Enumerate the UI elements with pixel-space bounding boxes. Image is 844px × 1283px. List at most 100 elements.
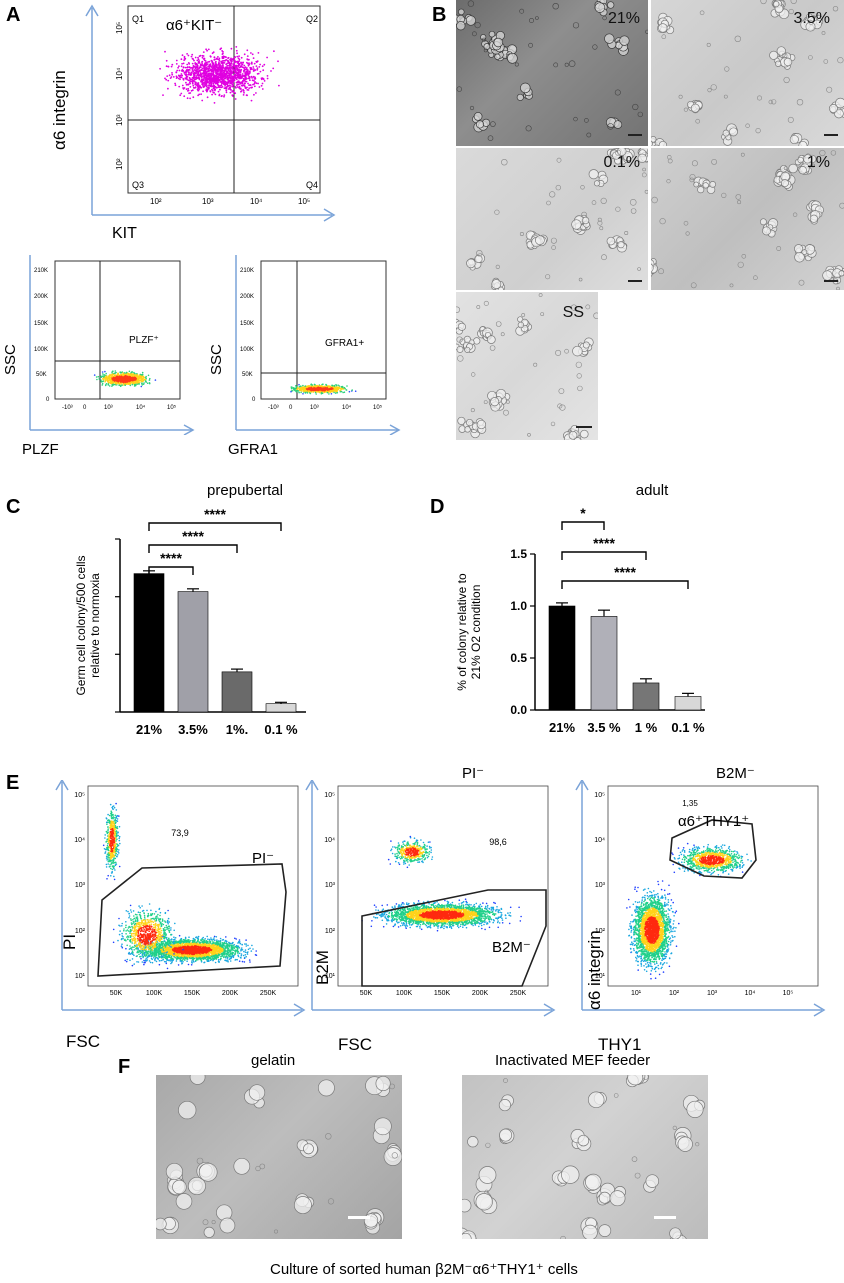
e1-x-arrowhead (293, 1003, 306, 1017)
c-sig-bracket-0 (148, 566, 194, 575)
gfra1-scatter: GFRA1+ 210K 200K 150K 100K 50K 0 -10³ 0 … (235, 255, 401, 435)
e2-frame (337, 785, 549, 987)
e1-frame (87, 785, 299, 987)
e3-x-axis-title: THY1 (598, 1035, 642, 1054)
e3-xtick-0: 10¹ (631, 990, 642, 997)
scale-bar (824, 134, 838, 136)
d-sig-bracket-0 (561, 521, 605, 530)
micrograph-3-5pct: 3.5% (651, 0, 844, 146)
e1-gate-pct: 73,9 (171, 828, 189, 838)
quadrant-q2: Q2 (306, 14, 318, 24)
micrograph-0-1pct: 0.1% (456, 148, 648, 290)
c-category-1: 3.5% (178, 722, 208, 737)
d-category-2: 1 % (635, 720, 658, 735)
e2-x-axis-title: FSC (338, 1035, 372, 1054)
e3-ytick-2: 10³ (595, 882, 606, 889)
a-xtick-0: 10² (150, 197, 162, 206)
e2-ytick-2: 10³ (325, 882, 336, 889)
e2-title: PI⁻ (462, 765, 485, 782)
a-ytick-3: 10⁵ (115, 22, 124, 34)
scale-bar (628, 280, 642, 282)
gfra1-ytick-1: 200K (240, 294, 254, 300)
c-ylabel-line-1: relative to normoxia (88, 573, 102, 678)
e2-ytick-0: 10⁵ (324, 792, 335, 799)
a-ytick-1: 10³ (115, 114, 124, 126)
alpha6-thy1-scatter: 10⁵ 10⁴ 10³ 10² 10¹ 10¹ 10² 10³ 10⁴ 10⁵ 1,35 α6⁺THY… (575, 780, 826, 1017)
d-ytick-label-0: 0.0 (510, 703, 527, 717)
micrograph-gelatin (156, 1075, 402, 1239)
plzf-scatter: PLZF⁺ 210K 200K 150K 100K 50K 0 -10³ 0 1… (29, 255, 195, 435)
scale-bar (654, 1216, 676, 1219)
e1-xtick-1: 100K (146, 990, 163, 997)
e3-gate-label: α6⁺THY1⁺ (678, 813, 749, 830)
e3-gate-pct: 1,35 (682, 799, 698, 808)
e1-ytick-3: 10² (75, 928, 86, 935)
e3-frame (607, 785, 819, 987)
d-sig-label-0: * (580, 505, 586, 521)
quadrant-q4: Q4 (306, 180, 318, 190)
e3-xtick-2: 10³ (707, 990, 718, 997)
a-y-axis-title: α6 integrin (50, 70, 69, 150)
d-ytick-label-3: 1.5 (510, 547, 527, 561)
a-xtick-2: 10⁴ (250, 197, 263, 206)
e1-ytick-1: 10⁴ (74, 837, 85, 844)
e3-gate (669, 819, 757, 879)
figure-caption: Culture of sorted human β2M⁻α6⁺THY1⁺ cel… (270, 1261, 578, 1278)
e1-xtick-2: 150K (184, 990, 201, 997)
panel-letter-b: B (432, 4, 447, 26)
c-category-3: 0.1 % (264, 722, 298, 737)
e3-x-arrowhead (813, 1003, 826, 1017)
plzf-xtick-2: 10³ (104, 405, 113, 411)
d-ylabel-line-1: 21% O2 condition (469, 585, 483, 680)
e3-xtick-3: 10⁴ (745, 990, 756, 997)
e1-xtick-3: 200K (222, 990, 239, 997)
plzf-xtick-3: 10⁴ (136, 404, 146, 411)
gfra1-xtick-3: 10⁴ (342, 404, 352, 411)
e3-y-arrowhead (575, 780, 589, 791)
e2-y-axis-title: B2M (313, 950, 332, 985)
c-bar-1 (177, 591, 209, 713)
f-left-title: gelatin (251, 1052, 296, 1069)
e1-gate-label: PI⁻ (252, 850, 274, 867)
d-sig-label-1: **** (593, 535, 615, 551)
gfra1-ytick-4: 50K (242, 372, 253, 378)
e2-ytick-3: 10² (325, 928, 336, 935)
a-x-axis-title: KIT (112, 225, 137, 242)
d-category-1: 3.5 % (587, 720, 621, 735)
f-right-title: Inactivated MEF feeder (495, 1052, 651, 1069)
e1-ytick-4: 10¹ (75, 973, 86, 980)
d-category-0: 21% (549, 720, 575, 735)
e3-y-axis-title: α6 integrin (585, 930, 604, 1010)
b2m-fsc-scatter: 10⁵ 10⁴ 10³ 10² 10¹ 50K 100K 150K 200K 250K 98,6 B2… (305, 780, 556, 1017)
e1-x-axis-title: FSC (66, 1032, 100, 1051)
e2-xtick-3: 200K (472, 990, 489, 997)
e2-y-arrowhead (305, 780, 319, 791)
c-bar-2 (221, 671, 253, 713)
e1-y-arrowhead (55, 780, 69, 791)
e2-gate-pct: 98,6 (489, 837, 507, 847)
scale-bar (628, 134, 642, 136)
panel-letter-a: A (6, 4, 21, 26)
c-ylabel-line-0: Germ cell colony/500 cells (74, 555, 88, 695)
plzf-xtick-0: -10³ (62, 405, 73, 411)
panel-letter-f: F (118, 1056, 131, 1078)
d-bar-0 (548, 605, 576, 711)
e2-gate-label: B2M⁻ (492, 939, 531, 956)
e3-xtick-4: 10⁵ (783, 990, 794, 997)
e3-ytick-4: 10¹ (595, 973, 606, 980)
e1-xtick-4: 250K (260, 990, 277, 997)
e2-xtick-1: 100K (396, 990, 413, 997)
d-sig-label-2: **** (614, 564, 636, 580)
e1-xtick-0: 50K (110, 990, 123, 997)
c-sig-label-2: **** (204, 506, 226, 522)
plzf-ytick-5: 0 (46, 397, 50, 403)
c-bar-3 (265, 703, 297, 713)
e2-ytick-4: 10¹ (325, 973, 336, 980)
gfra1-xtick-2: 10³ (310, 405, 319, 411)
gate-label-alpha6-kit: α6⁺KIT⁻ (166, 17, 222, 34)
plzf-ytick-0: 210K (34, 268, 48, 274)
a-xtick-3: 10⁵ (298, 197, 310, 206)
gfra1-ytick-3: 100K (240, 347, 254, 353)
micrograph-label-3-5pct: 3.5% (793, 10, 830, 27)
gfra1-gate-label: GFRA1+ (325, 338, 364, 349)
